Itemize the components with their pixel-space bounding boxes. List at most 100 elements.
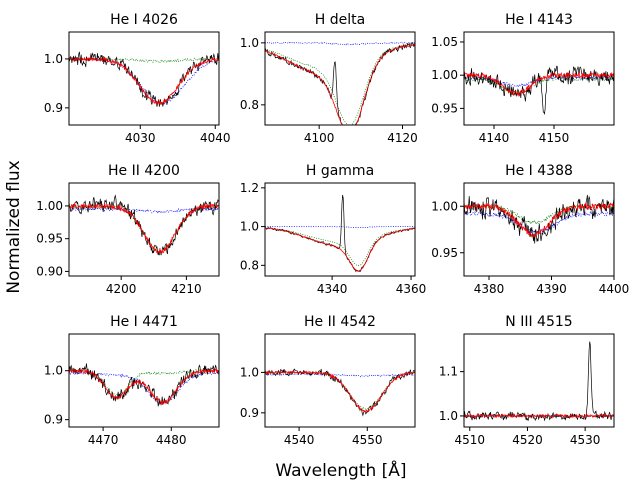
axes-frame xyxy=(68,182,220,277)
series-observed xyxy=(265,194,415,273)
series-model xyxy=(265,227,415,272)
axes-frame xyxy=(264,333,416,428)
panel-title: He I 4388 xyxy=(505,163,573,179)
subplot-panel: He I 4388 4380 4390 4400 0.95 1.00 xyxy=(431,163,629,296)
panel-title: He II 4542 xyxy=(304,314,376,330)
y-tick-label: 1.0 xyxy=(439,409,458,423)
y-tick-label: 1.0 xyxy=(44,52,63,66)
axes-frame xyxy=(463,182,615,277)
y-tick-label: 1.00 xyxy=(431,68,458,82)
axes-frame xyxy=(68,333,220,428)
panel-title: N III 4515 xyxy=(505,314,572,330)
y-tick-label: 0.9 xyxy=(44,101,63,115)
y-tick-label: 0.95 xyxy=(36,232,63,246)
plot-area xyxy=(265,194,415,273)
x-tick-label: 4030 xyxy=(125,131,156,145)
x-tick-label: 4040 xyxy=(200,131,231,145)
y-tick-label: 0.8 xyxy=(240,98,259,112)
x-tick-label: 4480 xyxy=(156,433,187,447)
y-tick-label: 0.95 xyxy=(431,246,458,260)
subplot-panel: He I 4471 4470 4480 0.9 1.0 xyxy=(44,314,220,447)
series-model xyxy=(69,367,219,406)
x-tick-label: 4200 xyxy=(106,282,137,296)
series-model xyxy=(464,202,614,238)
subplot-panel: He I 4143 4140 4150 0.95 1.00 1.05 xyxy=(431,12,615,145)
x-tick-label: 4530 xyxy=(570,433,601,447)
series-component-blue xyxy=(265,41,415,46)
y-tick-label: 1.00 xyxy=(431,199,458,213)
subplot-grid: He I 4026 4030 4040 0.9 1.0 H delta 4100 4120 0.… xyxy=(36,12,629,447)
plot-area xyxy=(464,194,614,244)
axes-frame xyxy=(463,31,615,126)
x-tick-label: 4390 xyxy=(536,282,567,296)
plot-area xyxy=(464,65,614,116)
x-tick-label: 4120 xyxy=(387,131,418,145)
y-tick-label: 0.9 xyxy=(240,406,259,420)
plot-area xyxy=(69,363,219,407)
series-model xyxy=(69,56,219,105)
plot-area xyxy=(265,41,415,125)
series-component-blue xyxy=(69,56,219,105)
x-tick-label: 4550 xyxy=(352,433,383,447)
y-tick-label: 1.0 xyxy=(240,220,259,234)
series-model xyxy=(69,202,219,255)
x-tick-label: 4100 xyxy=(304,131,335,145)
series-observed xyxy=(464,194,614,244)
x-tick-label: 4340 xyxy=(317,282,348,296)
series-component-green xyxy=(265,43,415,125)
subplot-panel: H gamma 4340 4360 0.8 1.0 1.2 xyxy=(240,163,426,296)
series-model xyxy=(265,370,415,413)
y-tick-label: 0.90 xyxy=(36,264,63,278)
series-observed xyxy=(464,341,614,422)
y-tick-label: 0.8 xyxy=(240,258,259,272)
series-observed xyxy=(265,42,415,125)
x-tick-label: 4380 xyxy=(474,282,505,296)
plot-area xyxy=(69,51,219,107)
y-tick-label: 1.2 xyxy=(240,181,259,195)
y-tick-label: 1.05 xyxy=(431,35,458,49)
panel-title: H delta xyxy=(315,12,365,28)
y-tick-label: 0.95 xyxy=(431,101,458,115)
series-observed xyxy=(69,194,219,256)
x-tick-label: 4210 xyxy=(171,282,202,296)
y-tick-label: 1.0 xyxy=(240,36,259,50)
panel-title: He I 4026 xyxy=(110,12,178,28)
series-observed xyxy=(265,368,415,417)
figure-ylabel: Normalized flux xyxy=(4,160,24,293)
series-component-blue xyxy=(464,210,614,236)
x-tick-label: 4520 xyxy=(512,433,543,447)
plot-area xyxy=(464,341,614,422)
x-tick-label: 4140 xyxy=(479,131,510,145)
axes-frame xyxy=(463,333,615,428)
y-tick-label: 1.0 xyxy=(240,365,259,379)
x-tick-label: 4150 xyxy=(539,131,570,145)
figure-xlabel: Wavelength [Å] xyxy=(275,459,406,480)
y-tick-label: 0.9 xyxy=(44,413,63,427)
series-observed xyxy=(69,51,219,107)
plot-area xyxy=(69,194,219,256)
axes-frame xyxy=(264,182,416,277)
subplot-panel: He II 4542 4540 4550 0.9 1.0 xyxy=(240,314,416,447)
series-model xyxy=(265,43,415,125)
series-component-green xyxy=(464,414,614,418)
y-tick-label: 1.0 xyxy=(44,364,63,378)
subplot-panel: He II 4200 4200 4210 0.90 0.95 1.00 xyxy=(36,163,220,296)
series-model xyxy=(464,71,614,97)
subplot-panel: He I 4026 4030 4040 0.9 1.0 xyxy=(44,12,231,145)
x-tick-label: 4540 xyxy=(284,433,315,447)
series-component-blue xyxy=(265,225,415,229)
series-model xyxy=(464,413,614,419)
panel-title: H gamma xyxy=(306,163,374,179)
panel-title: He I 4143 xyxy=(505,12,573,28)
x-tick-label: 4400 xyxy=(599,282,630,296)
x-tick-label: 4510 xyxy=(454,433,485,447)
y-tick-label: 1.00 xyxy=(36,199,63,213)
panel-title: He II 4200 xyxy=(108,163,180,179)
axes-frame xyxy=(264,31,416,126)
x-tick-label: 4470 xyxy=(88,433,119,447)
axes-frame xyxy=(68,31,220,126)
subplot-panel: N III 4515 4510 4520 4530 1.0 1.1 xyxy=(439,314,615,447)
panel-title: He I 4471 xyxy=(110,314,178,330)
y-tick-label: 1.1 xyxy=(439,365,458,379)
